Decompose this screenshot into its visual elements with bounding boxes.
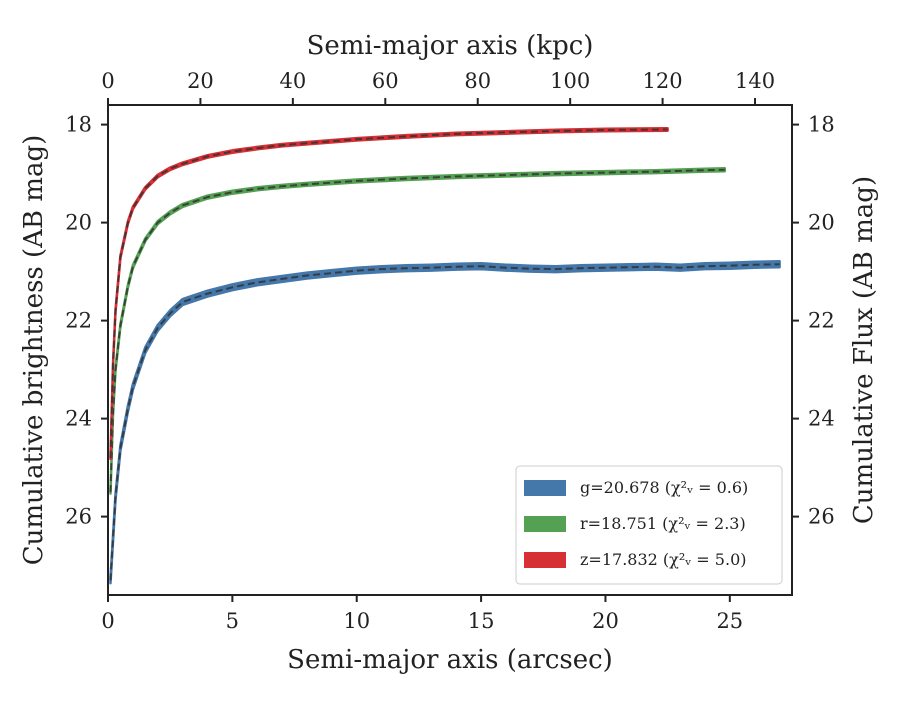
x2-axis-title: Semi-major axis (kpc): [307, 31, 594, 61]
legend-swatch-g: [524, 480, 566, 496]
legend-label-z: z=17.832 (χ²ᵥ = 5.0): [580, 550, 746, 569]
x-tick-label: 0: [101, 609, 114, 633]
series-band-r: [109, 166, 727, 495]
y2-tick-label: 26: [808, 505, 835, 529]
legend-items: g=20.678 (χ²ᵥ = 0.6) r=18.751 (χ²ᵥ = 2.3)…: [524, 478, 748, 569]
series-model-z: [109, 128, 668, 458]
y2-tick-label: 24: [808, 407, 835, 431]
x-tick-label: 15: [468, 609, 495, 633]
legend-swatch-z: [524, 552, 566, 568]
x-tick-label: 20: [592, 609, 619, 633]
y-tick-label: 20: [65, 211, 92, 235]
y-tick-label: 24: [65, 407, 92, 431]
series-model-g: [109, 263, 780, 581]
y-tick-label: 22: [65, 309, 92, 333]
x2-tick-label: 40: [279, 69, 306, 93]
series-model-r: [109, 168, 725, 493]
series-layer: [109, 127, 781, 585]
x2-tick-label: 100: [550, 69, 590, 93]
ticks-layer: 0 5 10 15 20 25 0 20 40 60 80 100 120 140 18 20 22 24 26 18…: [65, 69, 834, 633]
y-tick-label: 18: [65, 113, 92, 137]
x2-tick-label: 0: [101, 69, 114, 93]
y2-tick-label: 22: [808, 309, 835, 333]
legend-frame: [515, 465, 783, 585]
x-tick-label: 25: [716, 609, 743, 633]
x2-tick-label: 120: [643, 69, 683, 93]
y2-tick-label: 18: [808, 113, 835, 137]
legend-label-g: g=20.678 (χ²ᵥ = 0.6): [580, 478, 748, 497]
y-tick-label: 26: [65, 505, 92, 529]
x-axis-title: Semi-major axis (arcsec): [287, 645, 613, 675]
series-band-g: [109, 260, 781, 585]
x-tick-label: 5: [226, 609, 239, 633]
plot-frame: [107, 104, 793, 596]
legend-swatch-r: [524, 516, 566, 532]
legend-label-r: r=18.751 (χ²ᵥ = 2.3): [580, 514, 746, 533]
x2-tick-label: 20: [187, 69, 214, 93]
y-axis-title: Cumulative brightness (AB mag): [19, 135, 49, 566]
x2-tick-label: 60: [372, 69, 399, 93]
legend: g=20.678 (χ²ᵥ = 0.6) r=18.751 (χ²ᵥ = 2.3)…: [515, 465, 783, 585]
x2-tick-label: 140: [735, 69, 775, 93]
x2-tick-label: 80: [464, 69, 491, 93]
y2-tick-label: 20: [808, 211, 835, 235]
axes-frame: [107, 104, 793, 596]
y2-axis-title: Cumulative Flux (AB mag): [849, 176, 879, 524]
x-tick-label: 10: [343, 609, 370, 633]
